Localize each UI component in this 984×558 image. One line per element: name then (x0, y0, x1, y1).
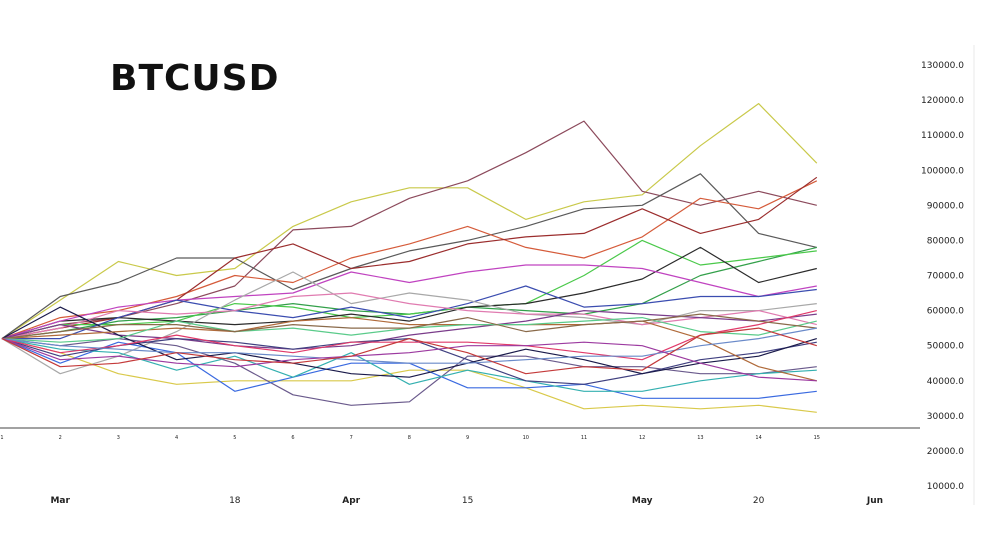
series-line-8 (1, 246, 817, 340)
series-lines (1, 102, 818, 413)
series-line-24 (1, 327, 817, 364)
y-tick-label: 130000.0 (921, 61, 964, 71)
y-tick-label: 40000.0 (927, 377, 964, 387)
step-tick-label: 12 (639, 435, 645, 441)
step-tick-label: 15 (814, 435, 820, 441)
y-tick-label: 50000.0 (927, 342, 964, 352)
step-tick-labels: 1 2 3 4 5 6 7 8 9 10 11 12 13 14 15 (0, 435, 820, 441)
series-line-14 (1, 338, 817, 413)
y-tick-label: 110000.0 (921, 131, 964, 141)
step-tick-label: 10 (523, 435, 529, 441)
y-tick-label: 10000.0 (927, 482, 964, 492)
step-tick-label: 11 (581, 435, 587, 441)
y-tick-label: 120000.0 (921, 96, 964, 106)
series-line-4 (1, 180, 818, 340)
series-line-16 (1, 338, 817, 399)
step-tick-label: 1 (0, 435, 3, 441)
series-line-3 (1, 173, 817, 340)
step-tick-label: 8 (408, 435, 411, 441)
series-line-15 (1, 338, 817, 406)
y-tick-labels: 130000.0 120000.0 110000.0 100000.0 90000.0 8… (921, 61, 964, 492)
series-line-7 (1, 239, 817, 340)
date-tick-label: 18 (229, 496, 241, 506)
y-tick-label: 20000.0 (927, 447, 964, 457)
step-tick-label: 13 (697, 435, 703, 441)
y-tick-label: 60000.0 (927, 307, 964, 317)
series-line-20 (1, 310, 817, 361)
step-tick-label: 4 (175, 435, 178, 441)
step-tick-label: 2 (59, 435, 62, 441)
y-tick-label: 90000.0 (927, 201, 964, 211)
series-line-11 (1, 271, 817, 375)
step-tick-label: 9 (466, 435, 469, 441)
series-line-2 (1, 120, 817, 340)
date-tick-label: Mar (50, 496, 70, 506)
date-tick-label: 20 (753, 496, 765, 506)
y-tick-label: 30000.0 (927, 412, 964, 422)
step-tick-label: 5 (233, 435, 236, 441)
series-line-12 (1, 292, 817, 340)
step-tick-label: 3 (117, 435, 120, 441)
step-tick-label: 7 (350, 435, 353, 441)
series-line-9 (1, 264, 817, 340)
series-line-26 (1, 327, 817, 375)
step-tick-label: 6 (291, 435, 294, 441)
series-line-25 (1, 338, 817, 382)
step-tick-label: 14 (755, 435, 761, 441)
date-tick-label: May (632, 496, 653, 506)
date-tick-label: Jun (866, 496, 883, 506)
y-tick-label: 80000.0 (927, 236, 964, 246)
series-line-19 (1, 306, 817, 378)
series-line-23 (1, 313, 817, 340)
date-tick-labels: Mar 18 Apr 15 May 20 Jun (50, 496, 883, 506)
series-line-21 (1, 317, 817, 382)
chart-title: BTCUSD (110, 58, 280, 99)
y-tick-label: 70000.0 (927, 272, 964, 282)
y-tick-label: 100000.0 (921, 166, 964, 176)
series-line-1 (1, 102, 818, 340)
date-tick-label: 15 (462, 496, 473, 506)
date-tick-label: Apr (342, 496, 360, 506)
